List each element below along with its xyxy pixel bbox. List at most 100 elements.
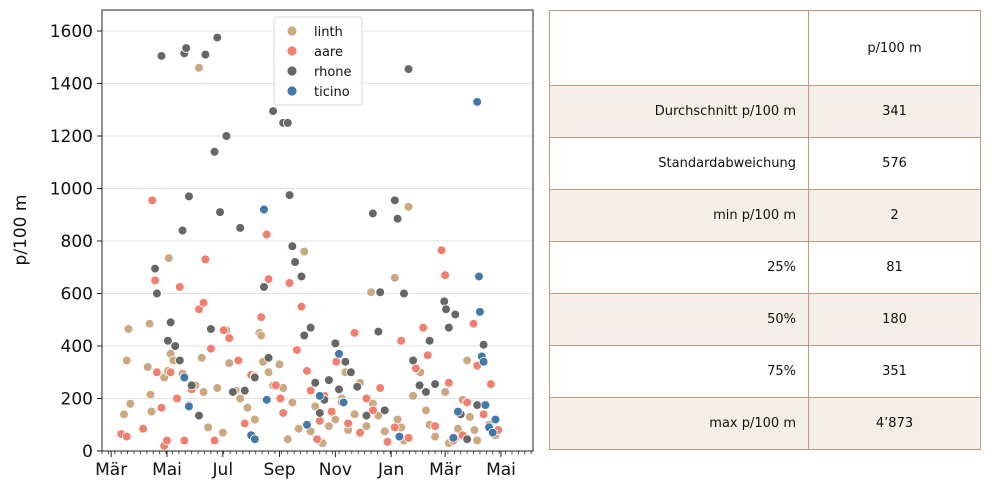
data-point-linth (196, 353, 207, 363)
data-point-rhone (206, 324, 216, 334)
data-point-rhone (212, 32, 223, 43)
data-point-linth (217, 427, 228, 438)
data-point-rhone (174, 355, 185, 366)
x-tick-label: Jan (377, 460, 404, 480)
data-point-aare (343, 418, 353, 429)
data-point-rhone (324, 375, 334, 385)
data-point-linth (462, 355, 472, 366)
data-point-linth (366, 287, 376, 297)
x-tick-label: Mai (486, 460, 516, 480)
data-point-linth (379, 426, 390, 437)
data-point-rhone (462, 434, 472, 444)
y-tick-label: 1400 (50, 75, 93, 95)
data-point-linth (349, 409, 360, 420)
data-point-rhone (181, 43, 191, 53)
data-point-aare (436, 245, 447, 255)
row-label: 75% (549, 345, 809, 398)
data-point-rhone (421, 387, 431, 397)
data-point-aare (263, 274, 274, 284)
data-point-aare (375, 383, 385, 393)
row-label: max p/100 m (549, 397, 809, 450)
data-point-aare (284, 278, 295, 288)
data-point-ticino (314, 391, 325, 401)
data-point-rhone (390, 195, 400, 206)
data-point-rhone (290, 257, 300, 267)
data-point-aare (440, 270, 450, 280)
data-point-linth (119, 409, 129, 420)
data-point-aare (152, 367, 162, 378)
data-point-linth (144, 318, 155, 329)
data-point-rhone (403, 64, 414, 74)
data-point-rhone (239, 385, 250, 396)
data-point-aare (261, 229, 272, 240)
data-point-rhone (221, 131, 232, 141)
data-point-aare (278, 408, 288, 418)
data-point-aare (138, 423, 148, 434)
data-point-rhone (165, 317, 176, 328)
y-tick-label: 1200 (50, 127, 93, 147)
data-point-rhone (450, 309, 461, 320)
data-point-linth (242, 402, 253, 413)
data-point-linth (198, 387, 209, 397)
table-row: Standardabweichung 576 (549, 137, 981, 190)
data-point-aare (275, 393, 286, 404)
data-point-linth (293, 423, 304, 434)
data-point-rhone (228, 387, 238, 397)
data-point-rhone (392, 213, 403, 224)
data-point-rhone (414, 380, 425, 391)
data-point-aare (418, 322, 428, 333)
data-point-rhone (259, 282, 269, 292)
data-point-ticino (480, 400, 491, 410)
data-point-ticino (490, 414, 501, 425)
data-point-ticino (184, 401, 194, 412)
table-header-row: p/100 m (549, 10, 981, 86)
data-point-aare (444, 377, 454, 388)
data-point-ticino (394, 431, 405, 442)
data-point-rhone (373, 326, 384, 337)
table-row: min p/100 m 2 (549, 189, 981, 242)
data-point-aare (382, 437, 393, 447)
data-point-linth (403, 202, 414, 212)
data-point-aare (271, 380, 281, 391)
data-point-aare (302, 366, 312, 376)
data-point-rhone (186, 380, 197, 391)
summary-table: p/100 m Durchschnitt p/100 m 341 Standar… (549, 10, 981, 450)
data-point-linth (287, 397, 298, 408)
data-point-rhone (334, 384, 344, 395)
row-label: Standardabweichung (549, 137, 809, 190)
data-points (116, 32, 504, 451)
data-point-aare (156, 402, 167, 413)
data-point-aare (209, 435, 220, 446)
data-point-aare (305, 385, 316, 396)
data-point-linth (164, 253, 174, 263)
data-point-linth (310, 401, 321, 412)
y-tick-label: 600 (61, 285, 93, 305)
data-point-aare (200, 254, 211, 265)
data-point-rhone (184, 191, 194, 202)
row-value: 341 (808, 85, 981, 138)
data-point-rhone (194, 410, 204, 421)
table-header-cell: p/100 m (808, 10, 981, 86)
data-point-aare (326, 406, 337, 417)
data-point-rhone (430, 379, 440, 389)
legend-label: aare (314, 45, 343, 60)
data-point-rhone (375, 287, 385, 297)
data-point-ticino (478, 356, 489, 367)
x-tick-label: Jul (212, 460, 234, 480)
data-point-rhone (439, 296, 450, 307)
data-point-linth (145, 389, 156, 400)
data-point-aare (349, 328, 360, 338)
data-point-aare (239, 418, 250, 429)
data-point-aare (224, 333, 234, 343)
data-point-aare (486, 379, 496, 389)
data-point-linth (203, 422, 213, 433)
data-point-ticino (453, 406, 463, 417)
data-point-aare (331, 356, 342, 367)
data-point-linth (194, 62, 204, 73)
data-point-aare (179, 435, 190, 446)
data-point-linth (263, 367, 274, 378)
data-point-rhone (305, 322, 316, 333)
data-point-aare (162, 435, 172, 446)
data-point-rhone (368, 208, 378, 219)
y-tick-label: 1600 (50, 22, 93, 42)
